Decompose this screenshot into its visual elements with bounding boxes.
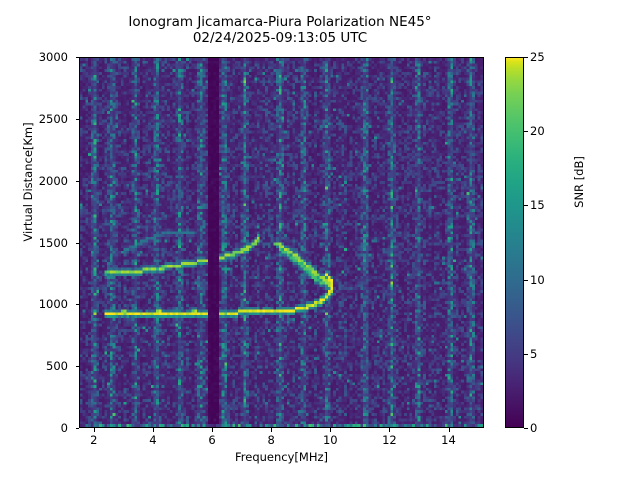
x-tick-label: 12 [382, 433, 397, 447]
colorbar-tick-label: 10 [530, 272, 545, 287]
y-tick-label: 0 [60, 421, 68, 435]
colorbar-tick-mark [524, 205, 528, 207]
x-tick-label: 4 [149, 433, 157, 447]
colorbar-tick-label: 15 [530, 198, 545, 213]
x-tick-label: 10 [322, 433, 338, 447]
x-tick-mark [330, 428, 332, 432]
y-tick-label: 1500 [38, 235, 68, 250]
y-tick-label: 1000 [38, 297, 68, 312]
colorbar-tick-mark [524, 279, 528, 281]
y-tick-mark [75, 366, 79, 368]
colorbar-tick-label: 20 [530, 124, 545, 139]
x-tick-label: 14 [441, 433, 456, 447]
x-tick-mark [271, 428, 273, 432]
x-tick-label: 8 [267, 433, 275, 447]
y-tick-mark [75, 180, 79, 182]
colorbar-tick-label: 0 [530, 421, 538, 435]
colorbar-tick-mark [524, 131, 528, 133]
ionogram-heatmap [80, 58, 483, 427]
y-tick-label: 3000 [38, 50, 68, 64]
y-tick-mark [75, 304, 79, 306]
y-tick-mark [75, 57, 79, 58]
colorbar-tick-mark [524, 57, 528, 58]
ionogram-canvas [80, 58, 483, 427]
colorbar-tick-label: 5 [530, 346, 538, 361]
y-tick-label: 500 [46, 359, 68, 374]
x-tick-mark [448, 428, 450, 432]
y-tick-label: 2000 [38, 173, 68, 188]
x-tick-mark [152, 428, 154, 432]
x-tick-mark [212, 428, 213, 432]
x-axis-label: Frequency[MHz] [235, 450, 328, 464]
y-tick-mark [75, 242, 79, 244]
y-axis-label: Virtual Distance[Km] [21, 122, 35, 242]
y-tick-mark [75, 118, 79, 120]
chart-title-line2: 02/24/2025-09:13:05 UTC [192, 30, 368, 46]
x-tick-label: 6 [208, 433, 216, 447]
y-tick-label: 2500 [38, 111, 68, 126]
x-tick-mark [93, 428, 95, 432]
plot-area[interactable] [79, 57, 484, 428]
colorbar [505, 57, 524, 428]
colorbar-label: SNR [dB] [572, 156, 586, 208]
y-tick-mark [75, 428, 79, 429]
chart-title: Ionogram Jicamarca-Piura Polarization NE… [0, 14, 560, 46]
colorbar-tick-label: 25 [530, 50, 545, 64]
colorbar-tick-mark [524, 428, 528, 429]
chart-title-line1: Ionogram Jicamarca-Piura Polarization NE… [128, 14, 432, 30]
x-tick-mark [389, 428, 391, 432]
colorbar-tick-mark [524, 353, 528, 355]
x-tick-label: 2 [90, 433, 98, 447]
